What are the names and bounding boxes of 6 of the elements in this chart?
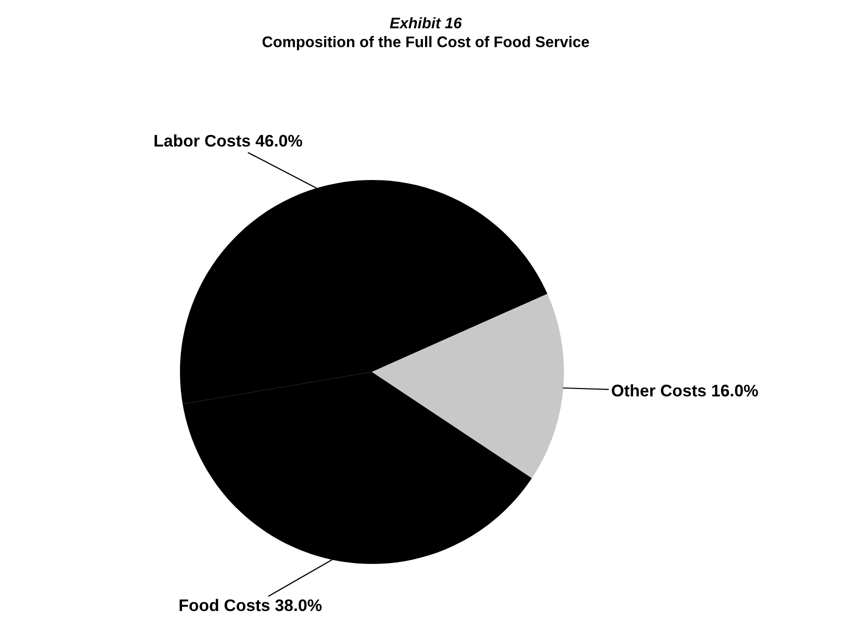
chart-title: Composition of the Full Cost of Food Service bbox=[262, 36, 590, 50]
slice-label: Labor Costs 46.0% bbox=[154, 134, 302, 147]
chart-subtitle: Exhibit 16 bbox=[390, 17, 462, 28]
slice-label: Other Costs 16.0% bbox=[612, 384, 758, 396]
slice-label: Food Costs 38.0% bbox=[180, 598, 322, 612]
pie-slice bbox=[372, 294, 564, 478]
